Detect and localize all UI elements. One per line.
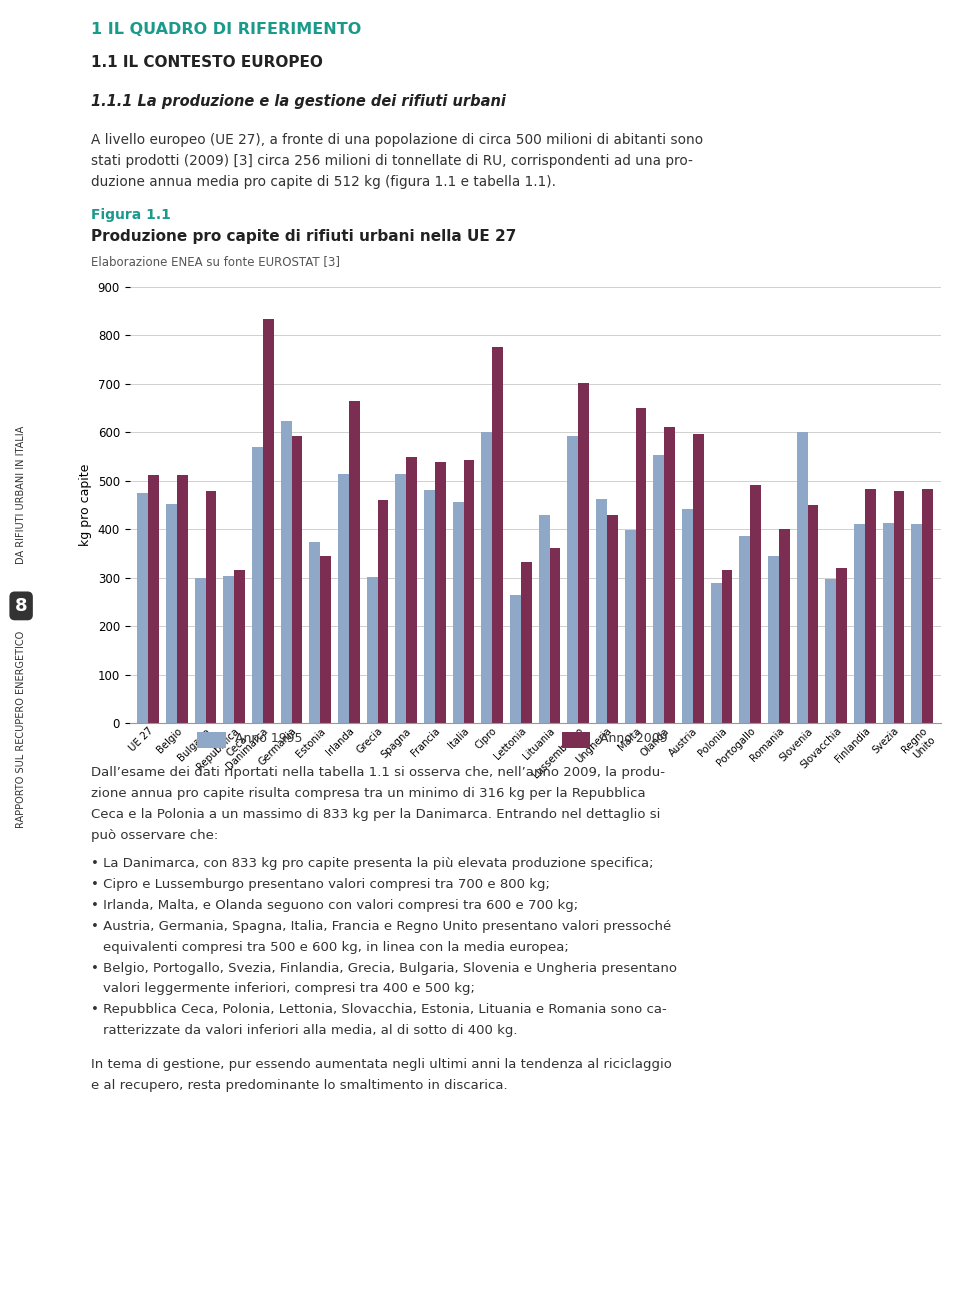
Bar <box>377 500 389 723</box>
Text: RAPPORTO SUL RECUPERO ENERGETICO: RAPPORTO SUL RECUPERO ENERGETICO <box>16 631 26 829</box>
Bar <box>911 524 923 723</box>
Text: Ceca e la Polonia a un massimo di 833 kg per la Danimarca. Entrando nel dettagli: Ceca e la Polonia a un massimo di 833 kg… <box>91 808 660 821</box>
Bar <box>464 460 474 723</box>
Bar <box>367 577 377 723</box>
Text: 1.1.1 La produzione e la gestione dei rifiuti urbani: 1.1.1 La produzione e la gestione dei ri… <box>91 94 506 109</box>
Bar <box>549 547 561 723</box>
Bar <box>309 542 321 723</box>
Text: Anno 1995: Anno 1995 <box>235 732 302 745</box>
Bar <box>166 504 177 723</box>
Text: • Repubblica Ceca, Polonia, Lettonia, Slovacchia, Estonia, Lituania e Romania so: • Repubblica Ceca, Polonia, Lettonia, Sl… <box>91 1003 667 1016</box>
Bar <box>396 474 406 723</box>
Bar <box>722 569 732 723</box>
Bar <box>195 577 205 723</box>
Bar <box>137 493 148 723</box>
Bar <box>481 433 492 723</box>
Bar <box>768 556 779 723</box>
Bar <box>836 568 847 723</box>
Bar <box>807 506 819 723</box>
Text: Figura 1.1: Figura 1.1 <box>91 208 171 223</box>
Text: può osservare che:: può osservare che: <box>91 829 219 842</box>
Text: Produzione pro capite di rifiuti urbani nella UE 27: Produzione pro capite di rifiuti urbani … <box>91 229 516 245</box>
Bar <box>252 447 263 723</box>
Bar <box>292 437 302 723</box>
Bar <box>321 556 331 723</box>
Text: ratterizzate da valori inferiori alla media, al di sotto di 400 kg.: ratterizzate da valori inferiori alla me… <box>103 1024 517 1037</box>
Text: • Austria, Germania, Spagna, Italia, Francia e Regno Unito presentano valori pre: • Austria, Germania, Spagna, Italia, Fra… <box>91 920 671 933</box>
Bar <box>882 523 894 723</box>
Text: 1 IL QUADRO DI RIFERIMENTO: 1 IL QUADRO DI RIFERIMENTO <box>91 22 362 38</box>
Bar <box>797 433 807 723</box>
Bar <box>539 515 549 723</box>
Bar <box>865 490 876 723</box>
Bar <box>348 400 360 723</box>
Bar <box>923 490 933 723</box>
Text: • Irlanda, Malta, e Olanda seguono con valori compresi tra 600 e 700 kg;: • Irlanda, Malta, e Olanda seguono con v… <box>91 899 578 912</box>
Text: Dall’esame dei dati riportati nella tabella 1.1 si osserva che, nell’anno 2009, : Dall’esame dei dati riportati nella tabe… <box>91 766 665 779</box>
Text: 8: 8 <box>14 597 28 615</box>
Bar <box>205 491 216 723</box>
Bar <box>406 457 417 723</box>
Text: equivalenti compresi tra 500 e 600 kg, in linea con la media europea;: equivalenti compresi tra 500 e 600 kg, i… <box>103 941 568 954</box>
Text: Anno 2009: Anno 2009 <box>600 732 667 745</box>
Bar <box>826 579 836 723</box>
Text: 1.1 IL CONTESTO EUROPEO: 1.1 IL CONTESTO EUROPEO <box>91 55 324 70</box>
Bar <box>263 319 274 723</box>
Text: A livello europeo (UE 27), a fronte di una popolazione di circa 500 milioni di a: A livello europeo (UE 27), a fronte di u… <box>91 133 704 147</box>
Bar <box>750 485 761 723</box>
Text: stati prodotti (2009) [3] circa 256 milioni di tonnellate di RU, corrispondenti : stati prodotti (2009) [3] circa 256 mili… <box>91 154 693 168</box>
Text: DA RIFIUTI URBANI IN ITALIA: DA RIFIUTI URBANI IN ITALIA <box>16 426 26 564</box>
Bar <box>424 490 435 723</box>
Text: zione annua pro capite risulta compresa tra un minimo di 316 kg per la Repubblic: zione annua pro capite risulta compresa … <box>91 787 646 800</box>
Text: duzione annua media pro capite di 512 kg (figura 1.1 e tabella 1.1).: duzione annua media pro capite di 512 kg… <box>91 175 556 189</box>
Text: valori leggermente inferiori, compresi tra 400 e 500 kg;: valori leggermente inferiori, compresi t… <box>103 982 474 995</box>
Bar <box>510 594 521 723</box>
Bar <box>567 435 578 723</box>
Bar <box>625 530 636 723</box>
Bar <box>224 576 234 723</box>
Text: • Belgio, Portogallo, Svezia, Finlandia, Grecia, Bulgaria, Slovenia e Ungheria p: • Belgio, Portogallo, Svezia, Finlandia,… <box>91 962 677 975</box>
Text: • La Danimarca, con 833 kg pro capite presenta la più elevata produzione specifi: • La Danimarca, con 833 kg pro capite pr… <box>91 857 654 870</box>
Bar <box>739 537 750 723</box>
Bar <box>453 503 464 723</box>
Bar <box>280 421 292 723</box>
Bar <box>636 408 646 723</box>
Bar <box>148 474 159 723</box>
Bar <box>854 524 865 723</box>
Bar <box>682 509 693 723</box>
Bar <box>234 569 245 723</box>
Bar <box>435 463 445 723</box>
Text: • Cipro e Lussemburgo presentano valori compresi tra 700 e 800 kg;: • Cipro e Lussemburgo presentano valori … <box>91 878 550 891</box>
Bar <box>779 529 790 723</box>
Bar <box>654 456 664 723</box>
Bar <box>596 499 607 723</box>
Bar <box>177 476 188 723</box>
Bar <box>607 515 617 723</box>
Text: Elaborazione ENEA su fonte EUROSTAT [3]: Elaborazione ENEA su fonte EUROSTAT [3] <box>91 255 340 268</box>
Bar <box>693 434 704 723</box>
Bar <box>338 474 348 723</box>
Bar <box>578 383 589 723</box>
Bar <box>492 348 503 723</box>
Bar <box>521 562 532 723</box>
Bar <box>894 491 904 723</box>
Y-axis label: kg pro capite: kg pro capite <box>79 464 92 546</box>
Bar <box>664 427 675 723</box>
Bar <box>710 582 722 723</box>
Text: e al recupero, resta predominante lo smaltimento in discarica.: e al recupero, resta predominante lo sma… <box>91 1079 508 1092</box>
Text: In tema di gestione, pur essendo aumentata negli ultimi anni la tendenza al rici: In tema di gestione, pur essendo aumenta… <box>91 1058 672 1071</box>
